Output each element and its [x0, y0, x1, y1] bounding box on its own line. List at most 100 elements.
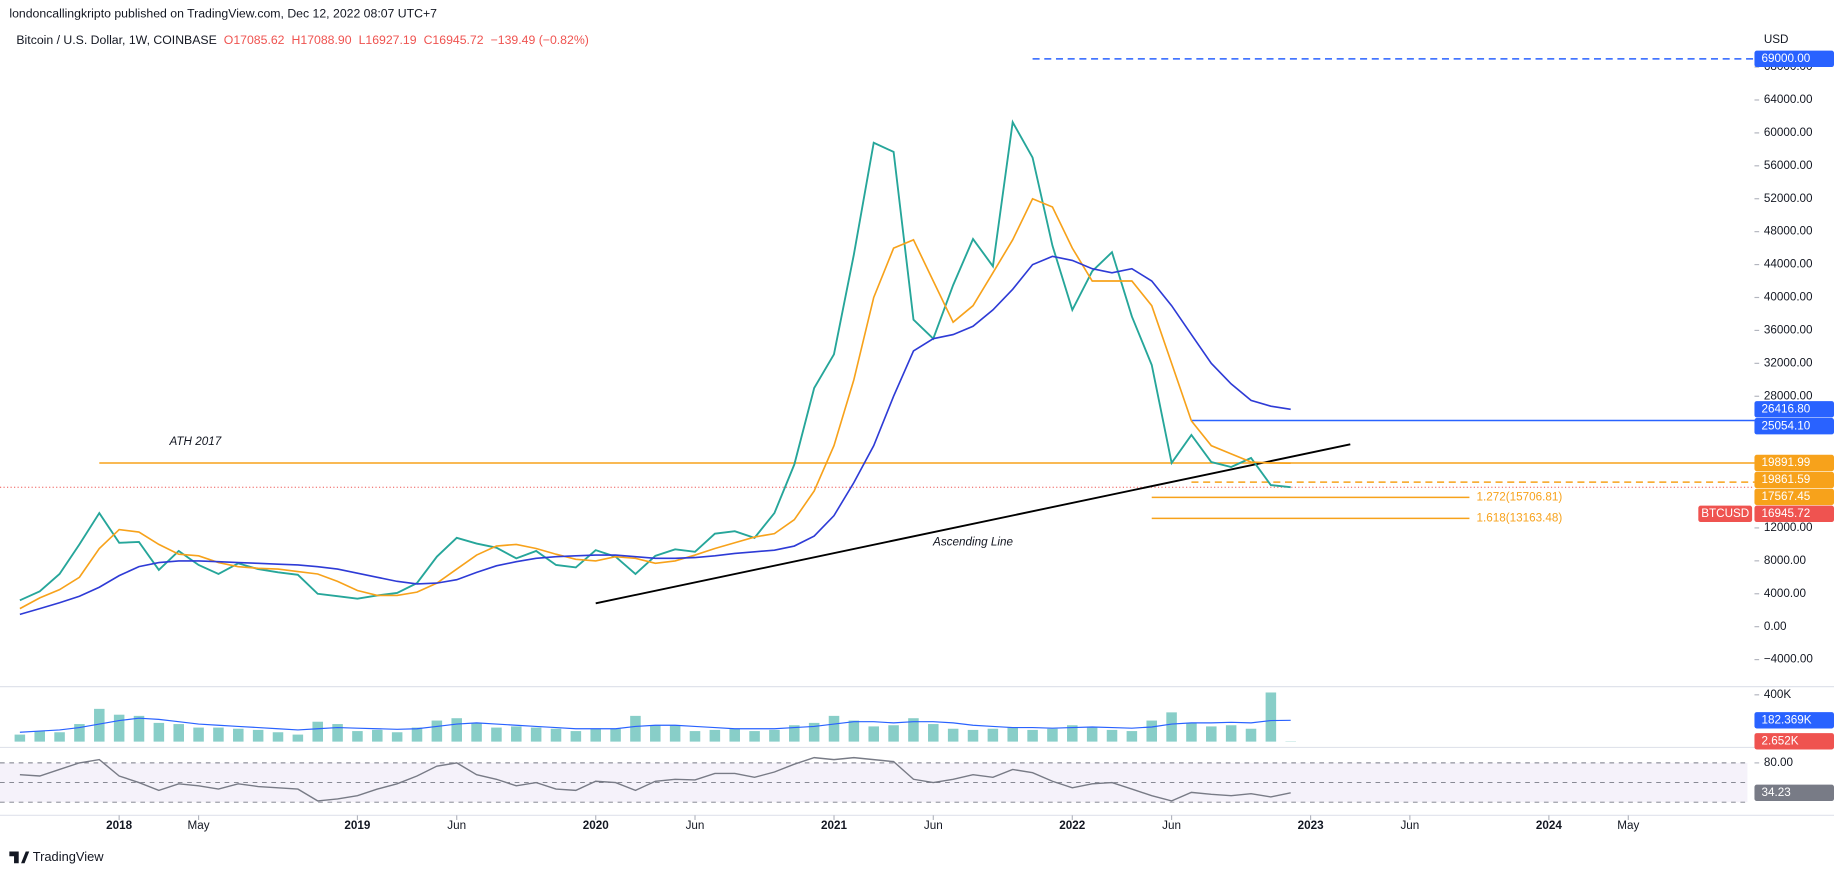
x-tick-label: 2020 — [583, 819, 610, 832]
axis-label-bg — [1754, 454, 1834, 472]
volume-bar — [729, 728, 740, 742]
volume-bar — [193, 727, 204, 742]
x-tick-label: May — [1617, 819, 1639, 832]
symbol-label-bg — [1698, 505, 1753, 523]
volume-bar — [133, 715, 145, 742]
volume-bar — [610, 728, 621, 742]
axis-label-bg — [1754, 418, 1834, 435]
trendline-label: Ascending Line — [932, 536, 1013, 549]
volume-bar — [828, 715, 840, 742]
close: C16945.72 — [424, 33, 484, 47]
volume-bar — [1265, 692, 1277, 742]
fib-label: 1.272(15706.81) — [1476, 491, 1562, 504]
moving-average — [19, 197, 1291, 610]
volume-bar — [94, 708, 105, 742]
y-tick-label: 44000.00 — [1764, 258, 1813, 271]
axis-label: 25054.10 — [1761, 419, 1810, 432]
volume-bar — [491, 727, 502, 742]
low: L16927.19 — [359, 33, 417, 47]
axis-label-bg — [1754, 712, 1834, 729]
volume-bar — [213, 727, 224, 742]
volume-bar — [808, 722, 820, 742]
volume-bar — [332, 724, 343, 742]
volume-bar — [590, 728, 601, 742]
fib-label: 1.618(13163.48) — [1476, 511, 1562, 524]
volume-bar — [769, 729, 780, 742]
volume-bar — [1166, 712, 1177, 742]
unit-label: USD — [1764, 33, 1789, 46]
volume-bar — [34, 731, 45, 742]
y-tick-label: 60000.00 — [1764, 126, 1813, 139]
volume-bar — [1007, 727, 1018, 742]
volume-bar — [233, 728, 244, 742]
volume-bar — [868, 726, 879, 742]
volume-bar — [1086, 727, 1098, 742]
axis-label-bg — [1754, 488, 1834, 506]
axis-label: 19861.59 — [1761, 473, 1810, 486]
x-tick-label: Jun — [1400, 819, 1419, 832]
volume-bar — [54, 732, 65, 742]
volume-bar — [312, 721, 323, 742]
volume-bar — [352, 731, 363, 742]
y-tick-label: 48000.00 — [1764, 225, 1813, 238]
x-tick-label: 2024 — [1536, 819, 1563, 832]
volume-bar — [173, 724, 184, 742]
high: H17088.90 — [292, 33, 352, 47]
axis-label: 19891.99 — [1761, 456, 1810, 469]
axis-label-bg — [1754, 733, 1834, 750]
axis-label-bg — [1754, 401, 1834, 418]
volume-bar — [570, 731, 582, 742]
volume-bar — [451, 718, 462, 742]
change: −139.49 (−0.82%) — [491, 33, 589, 47]
y-tick-label: 52000.00 — [1764, 192, 1813, 205]
axis-label: 182.369K — [1761, 713, 1811, 726]
x-tick-label: 2021 — [821, 819, 848, 832]
axis-label-bg — [1754, 784, 1834, 802]
volume-bar — [709, 729, 721, 742]
volume-bar — [848, 720, 860, 742]
volume-bar — [888, 725, 899, 742]
moving-average — [19, 255, 1291, 616]
axis-label: 16945.72 — [1761, 507, 1810, 520]
y-tick-label: 64000.00 — [1764, 93, 1813, 106]
volume-bar — [471, 722, 482, 742]
volume-bar — [113, 714, 125, 742]
volume-bar — [947, 728, 959, 742]
y-tick-label: 40000.00 — [1764, 291, 1813, 304]
volume-bar — [153, 722, 165, 742]
volume-bar — [550, 728, 562, 742]
volume-bar — [411, 727, 423, 742]
volume-bar — [928, 724, 939, 742]
x-tick-label: 2023 — [1298, 819, 1325, 832]
publisher: londoncallingkripto published on Trading… — [9, 6, 437, 20]
volume-bar — [292, 734, 304, 742]
volume-bar — [650, 725, 661, 742]
volume-bar — [908, 718, 919, 742]
footer: TradingView — [33, 849, 104, 864]
volume-bar — [74, 724, 85, 742]
y-tick-label: 0.00 — [1764, 620, 1787, 633]
volume-bar — [1206, 726, 1217, 742]
volume-bar — [511, 726, 522, 742]
level-annotation: ATH 2017 — [168, 435, 221, 448]
x-tick-label: Jun — [1162, 819, 1181, 832]
volume-bar — [431, 720, 443, 742]
y-tick-label: 56000.00 — [1764, 159, 1813, 172]
volume-bar — [14, 734, 26, 742]
volume-bar — [967, 729, 979, 742]
volume-bar — [987, 728, 999, 742]
volume-bar — [689, 731, 701, 742]
volume-bar — [1126, 731, 1138, 742]
volume-bar — [630, 715, 641, 742]
axis-label-bg — [1754, 505, 1834, 523]
volume-bar — [1186, 722, 1197, 742]
y-tick-label: 400K — [1764, 688, 1792, 701]
y-tick-label: 36000.00 — [1764, 324, 1813, 337]
price-line — [19, 119, 1291, 602]
volume-bar — [789, 725, 800, 742]
volume-bar — [749, 731, 760, 742]
